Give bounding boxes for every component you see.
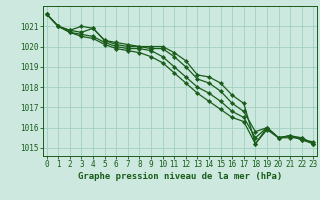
X-axis label: Graphe pression niveau de la mer (hPa): Graphe pression niveau de la mer (hPa) [78, 172, 282, 181]
